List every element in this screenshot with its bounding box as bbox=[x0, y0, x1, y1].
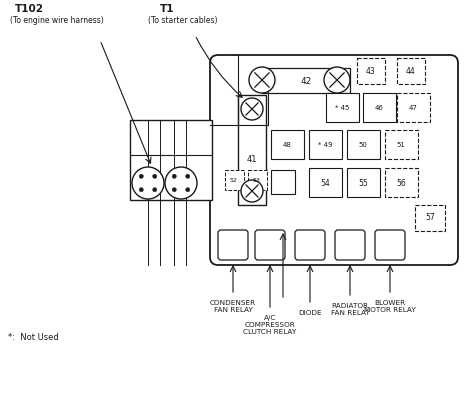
Circle shape bbox=[241, 98, 263, 120]
Bar bbox=[385, 130, 418, 159]
Circle shape bbox=[153, 188, 157, 192]
Text: *:  Not Used: *: Not Used bbox=[8, 333, 59, 342]
Text: 53: 53 bbox=[253, 177, 261, 183]
Bar bbox=[347, 168, 380, 197]
Text: 55: 55 bbox=[358, 179, 368, 188]
Text: T1: T1 bbox=[160, 4, 174, 14]
Circle shape bbox=[139, 188, 143, 192]
Text: * 45: * 45 bbox=[335, 105, 349, 111]
Bar bbox=[309, 130, 342, 159]
Text: 54: 54 bbox=[320, 179, 330, 188]
Circle shape bbox=[186, 188, 190, 192]
Circle shape bbox=[186, 174, 190, 178]
Bar bbox=[363, 93, 396, 122]
FancyBboxPatch shape bbox=[255, 230, 285, 260]
Text: 47: 47 bbox=[409, 105, 418, 111]
Circle shape bbox=[132, 167, 164, 199]
Text: 46: 46 bbox=[374, 105, 383, 111]
Bar bbox=[357, 58, 385, 84]
Bar bbox=[248, 170, 267, 190]
Bar bbox=[309, 168, 342, 197]
Text: RADIATOR
FAN RELAY: RADIATOR FAN RELAY bbox=[330, 303, 369, 316]
Circle shape bbox=[172, 174, 176, 178]
Text: 57: 57 bbox=[425, 213, 435, 222]
Text: 56: 56 bbox=[396, 179, 406, 188]
Bar bbox=[347, 130, 380, 159]
Circle shape bbox=[241, 180, 263, 202]
Text: BLOWER
MOTOR RELAY: BLOWER MOTOR RELAY bbox=[364, 300, 416, 313]
Text: 44: 44 bbox=[406, 66, 416, 75]
Circle shape bbox=[165, 167, 197, 199]
FancyBboxPatch shape bbox=[218, 230, 248, 260]
Text: 48: 48 bbox=[283, 142, 292, 148]
FancyBboxPatch shape bbox=[210, 55, 458, 265]
Bar bbox=[271, 170, 295, 194]
Circle shape bbox=[324, 67, 350, 93]
Text: 41: 41 bbox=[247, 156, 257, 164]
Text: * 49: * 49 bbox=[318, 142, 332, 148]
Bar bbox=[385, 168, 418, 197]
Bar bbox=[326, 93, 359, 122]
Bar bbox=[238, 95, 266, 205]
Bar bbox=[271, 130, 304, 159]
FancyBboxPatch shape bbox=[295, 230, 325, 260]
Text: 52: 52 bbox=[230, 177, 238, 183]
Circle shape bbox=[139, 174, 143, 178]
Text: CONDENSER
FAN RELAY: CONDENSER FAN RELAY bbox=[210, 300, 256, 313]
Text: 43: 43 bbox=[366, 66, 376, 75]
Bar bbox=[397, 58, 425, 84]
FancyBboxPatch shape bbox=[335, 230, 365, 260]
Text: A/C
COMPRESSOR
CLUTCH RELAY: A/C COMPRESSOR CLUTCH RELAY bbox=[243, 315, 297, 335]
Text: 51: 51 bbox=[397, 142, 405, 148]
Bar bbox=[130, 120, 212, 200]
Bar bbox=[225, 170, 244, 190]
Text: (To engine wire harness): (To engine wire harness) bbox=[10, 16, 104, 25]
Circle shape bbox=[172, 188, 176, 192]
Bar bbox=[262, 68, 350, 93]
Text: DIODE: DIODE bbox=[298, 310, 322, 316]
FancyBboxPatch shape bbox=[375, 230, 405, 260]
Bar bbox=[415, 205, 445, 231]
Text: (To starter cables): (To starter cables) bbox=[148, 16, 218, 25]
Circle shape bbox=[249, 67, 275, 93]
Text: 50: 50 bbox=[358, 142, 367, 148]
Text: 42: 42 bbox=[301, 77, 311, 85]
Bar bbox=[397, 93, 430, 122]
Circle shape bbox=[153, 174, 157, 178]
Text: T102: T102 bbox=[15, 4, 44, 14]
